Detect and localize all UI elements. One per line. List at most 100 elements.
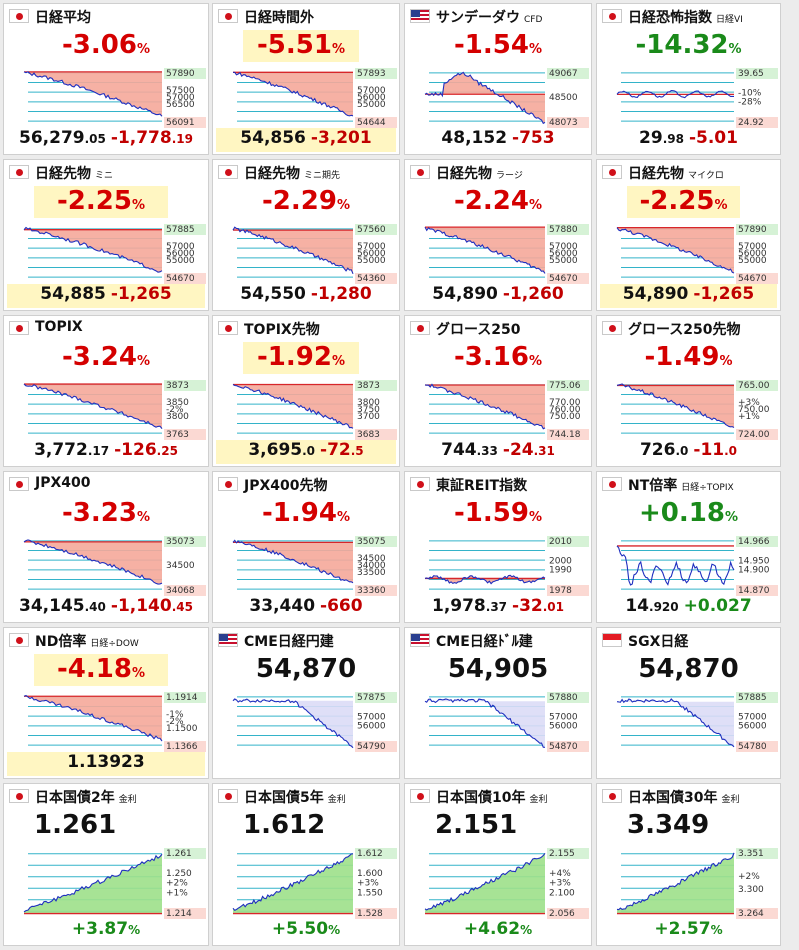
panel-header: 日経恐怖指数 日経VI: [597, 4, 780, 30]
percent-change: +3.87%: [72, 919, 140, 939]
axis-low-label-bg: [355, 273, 397, 284]
market-panel[interactable]: 日経時間外 57893 57000 56000 55000 54644 -5.51% 54,8…: [212, 3, 400, 155]
market-panel[interactable]: グロース250先物 765.00 +3% 750.00 +1% 724.00 -1.49% 7…: [596, 315, 781, 467]
japan-flag-icon: [602, 9, 622, 23]
axis-high-label-bg: [355, 848, 397, 859]
net-change: -32.01: [512, 596, 564, 616]
market-panel[interactable]: 日経先物 ミニ 57885 57000 56000 55000 54670 -2.25% 54,…: [3, 159, 209, 311]
japan-flag-icon: [218, 165, 238, 179]
market-panel[interactable]: グロース250 775.06 770.00 760.00 750.00 744.18 -3.…: [404, 315, 592, 467]
axis-high-label: 3873: [357, 381, 380, 391]
price-line: [616, 852, 735, 911]
market-panel[interactable]: 日経先物 マイクロ 57890 57000 56000 55000 54670 -2.25% 5…: [596, 159, 781, 311]
market-panel[interactable]: JPX400先物 35075 34500 34000 33500 33360 -1.94% 3…: [212, 471, 400, 623]
panel-title: CME日経円建: [244, 631, 334, 651]
net-change: -1,140.45: [111, 596, 193, 616]
change-integer: -660: [320, 596, 363, 616]
change-integer: -5.01: [688, 128, 738, 148]
price-highlight: [7, 752, 205, 776]
axis-high-label-bg: [355, 380, 397, 391]
price-line: [424, 574, 546, 585]
market-panel[interactable]: 東証REIT指数 2010 2000 1990 1978 -1.59% 1,978.37 -3…: [404, 471, 592, 623]
market-panel[interactable]: 日本国債2年 金利 1.261 1.250 +2% +1% 1.214 1.261 +3.87%: [3, 783, 209, 946]
axis-low-label: 54644: [357, 118, 386, 128]
percent-change: +2.57%: [654, 919, 722, 939]
price-row: 48,152 -753: [405, 128, 591, 152]
axis-mid-label: -2%: [166, 717, 184, 727]
axis-high-label-bg: [736, 68, 778, 79]
market-panel[interactable]: 日経先物 ラージ 57880 57000 56000 55000 54670 -2.24% 54…: [404, 159, 592, 311]
price-decimal: .0: [302, 444, 316, 458]
market-panel[interactable]: NT倍率 日経÷TOPIX 14.966 14.950 14.900 14.870 +0.1…: [596, 471, 781, 623]
last-price: 29.98: [639, 128, 684, 148]
axis-high-label-bg: [355, 68, 397, 79]
price-row: 1.13923: [4, 752, 208, 776]
market-panel[interactable]: 日経恐怖指数 日経VI 39.65 -10% -28% 24.92 -14.32% 29.98…: [596, 3, 781, 155]
panel-title-text: サンデーダウ: [436, 10, 520, 26]
percent-change: -2.25%: [627, 186, 740, 218]
percent-unit: %: [136, 510, 150, 525]
panel-title: 日経時間外: [244, 7, 314, 27]
japan-flag-icon: [9, 9, 29, 23]
axis-high-label: 35073: [166, 537, 195, 547]
axis-mid-label: -1%: [166, 710, 184, 720]
axis-low-label-bg: [547, 273, 589, 284]
axis-low-label-bg: [355, 585, 397, 596]
change-integer: +0.027: [683, 596, 752, 616]
axis-high-label: 57880: [549, 693, 578, 703]
market-panel[interactable]: JPX400 35073 34500 34068 -3.23% 34,145.40 -1,1…: [3, 471, 209, 623]
change-row: +4.62%: [405, 919, 591, 943]
axis-mid-label: 750.00: [738, 405, 770, 415]
panel-title: 日経先物 ミニ期先: [244, 163, 340, 183]
panel-header: 日本国債5年 金利: [213, 784, 399, 810]
market-panel[interactable]: サンデーダウ CFD 49067 48500 48073 -1.54% 48,152 -753: [404, 3, 592, 155]
axis-mid-label: 55000: [357, 256, 386, 266]
axis-low-label: 54780: [738, 742, 767, 752]
price-chart: 1.1914 -1%-2%1.1500 1.1366: [23, 692, 206, 752]
market-panel[interactable]: TOPIX先物 3873 3800 3750 3700 3683 -1.92% 3,695.0…: [212, 315, 400, 467]
market-panel[interactable]: 日経先物 ミニ期先 57560 57000 56000 55000 54360 -2.29% 5…: [212, 159, 400, 311]
change-decimal: .0: [724, 444, 738, 458]
percent-change: -3.16%: [405, 342, 591, 374]
japan-flag-icon: [9, 321, 29, 335]
japan-flag-icon: [602, 165, 622, 179]
market-panel[interactable]: 日本国債10年 金利 2.155 +4% +3% 2.100 2.056 2.151 +4.62…: [404, 783, 592, 946]
percent-value: +5.50: [271, 919, 329, 939]
market-panel[interactable]: 日本国債5年 金利 1.612 1.600 +3% 1.550 1.528 1.612 +5.5…: [212, 783, 400, 946]
market-panel[interactable]: ND倍率 日経÷DOW 1.1914 -1% -2% 1.1500 1.1366 -4.18%…: [3, 627, 209, 779]
market-panel[interactable]: SGX日経 57885 57000 56000 54780 54,870: [596, 627, 781, 779]
percent-value: -3.16: [454, 342, 529, 372]
axis-low-label: 54670: [166, 274, 195, 284]
change-integer: -126: [114, 440, 157, 460]
market-panel[interactable]: TOPIX 3873 3850 -2% 3800 3763 -3.24% 3,772.17 -1…: [3, 315, 209, 467]
axis-low-label: 1.1366: [166, 742, 198, 752]
percent-value: -3.23: [62, 498, 137, 528]
panel-subtitle: ミニ: [95, 171, 114, 181]
price-integer: 3,772: [34, 440, 88, 460]
axis-high-label: 1.261: [166, 849, 192, 859]
price-row: 54,885 -1,265: [4, 284, 208, 308]
axis-low-label: 3683: [357, 430, 380, 440]
axis-low-label: 33360: [357, 586, 386, 596]
change-decimal: .25: [156, 444, 178, 458]
axis-high-label-bg: [164, 536, 206, 547]
panel-subtitle: 日経÷DOW: [90, 639, 139, 649]
axis-mid-label: 56000: [738, 722, 767, 732]
last-price: 54,905: [447, 654, 549, 684]
panel-title-text: 日本国債5年: [244, 790, 324, 806]
percent-unit: %: [331, 354, 345, 369]
axis-mid-label: 55000: [166, 256, 195, 266]
change-area: [24, 539, 162, 585]
axis-low-label-bg: [736, 908, 778, 919]
japan-flag-icon: [9, 477, 29, 491]
market-panel[interactable]: 日経平均 57890 57500 57000 56500 56091 -3.06% 56,27…: [3, 3, 209, 155]
axis-high-label-bg: [164, 68, 206, 79]
panel-header: TOPIX先物: [213, 316, 399, 342]
percent-unit: %: [528, 198, 542, 213]
market-panel[interactable]: CME日経ﾄﾞﾙ建 57880 57000 56000 54870 54,905: [404, 627, 592, 779]
market-panel[interactable]: CME日経円建 57875 57000 56000 54790 54,870: [212, 627, 400, 779]
axis-high-label-bg: [736, 380, 778, 391]
market-panel[interactable]: 日本国債30年 金利 3.351 +2% 3.300 3.264 3.349 +2.57%: [596, 783, 781, 946]
percent-unit: %: [728, 42, 742, 57]
